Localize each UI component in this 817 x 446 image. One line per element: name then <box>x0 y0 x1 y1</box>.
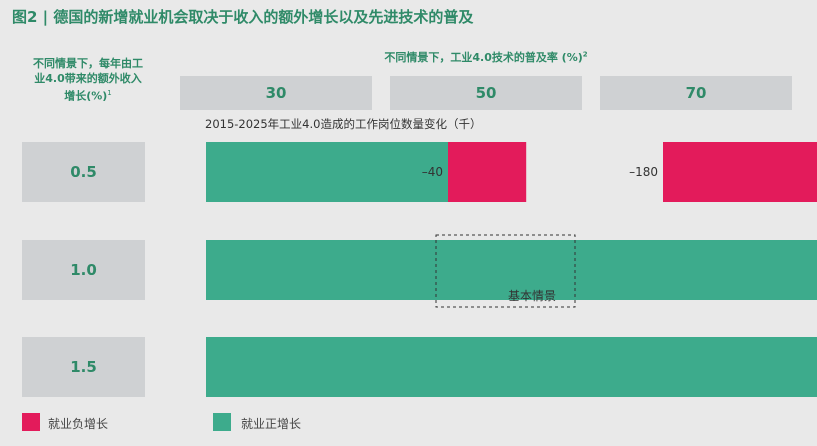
column-category-70: 70 <box>600 76 792 110</box>
bar-r2-c2 <box>663 337 817 397</box>
column-header-footnote: 2 <box>582 50 588 59</box>
column-header-text: 不同情景下，工业4.0技术的普及率 (%) <box>384 51 583 64</box>
row-category-0-5: 0.5 <box>22 142 145 202</box>
bar-r0-c1 <box>448 142 527 202</box>
row-category-1-0: 1.0 <box>22 240 145 300</box>
bar-r0-c2 <box>663 142 817 202</box>
legend-negative-label: 就业负增长 <box>48 417 109 431</box>
bar-r0-c0 <box>206 142 461 202</box>
chart-title: 图2 | 德国的新增就业机会取决于收入的额外增长以及先进技术的普及 <box>12 8 474 26</box>
legend-positive-swatch <box>213 413 231 431</box>
value-label-r0-c1: –40 <box>422 165 443 179</box>
column-category-30: 30 <box>180 76 372 110</box>
column-axis-header: 不同情景下，工业4.0技术的普及率 (%)2 <box>180 49 792 65</box>
legend-negative-swatch <box>22 413 40 431</box>
row-category-1-5: 1.5 <box>22 337 145 397</box>
row-header-footnote: 1 <box>107 89 112 97</box>
column-category-50: 50 <box>390 76 582 110</box>
bar-r1-c2 <box>663 240 817 300</box>
value-label-r0-c2: –180 <box>629 165 658 179</box>
baseline-scenario-label: 基本情景 <box>508 289 556 303</box>
row-header-line3-wrap: 增长(%)1 <box>14 86 162 104</box>
legend-positive-label: 就业正增长 <box>241 417 302 431</box>
row-header-line3: 增长(%) <box>64 89 108 103</box>
baseline-scenario-box <box>435 234 576 308</box>
row-header-line2: 业4.0带来的额外收入 <box>34 72 142 85</box>
row-header-line1: 不同情景下，每年由工 <box>33 57 143 70</box>
chart-subtitle: 2015-2025年工业4.0造成的工作岗位数量变化（千） <box>205 117 482 131</box>
row-axis-header: 不同情景下，每年由工 业4.0带来的额外收入 增长(%)1 <box>14 56 162 104</box>
